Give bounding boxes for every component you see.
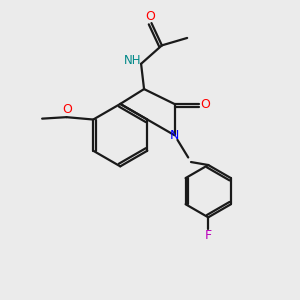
Text: NH: NH	[123, 54, 141, 67]
Text: O: O	[62, 103, 72, 116]
Text: O: O	[201, 98, 211, 111]
Text: O: O	[145, 10, 155, 23]
Text: N: N	[169, 129, 179, 142]
Text: F: F	[205, 229, 212, 242]
